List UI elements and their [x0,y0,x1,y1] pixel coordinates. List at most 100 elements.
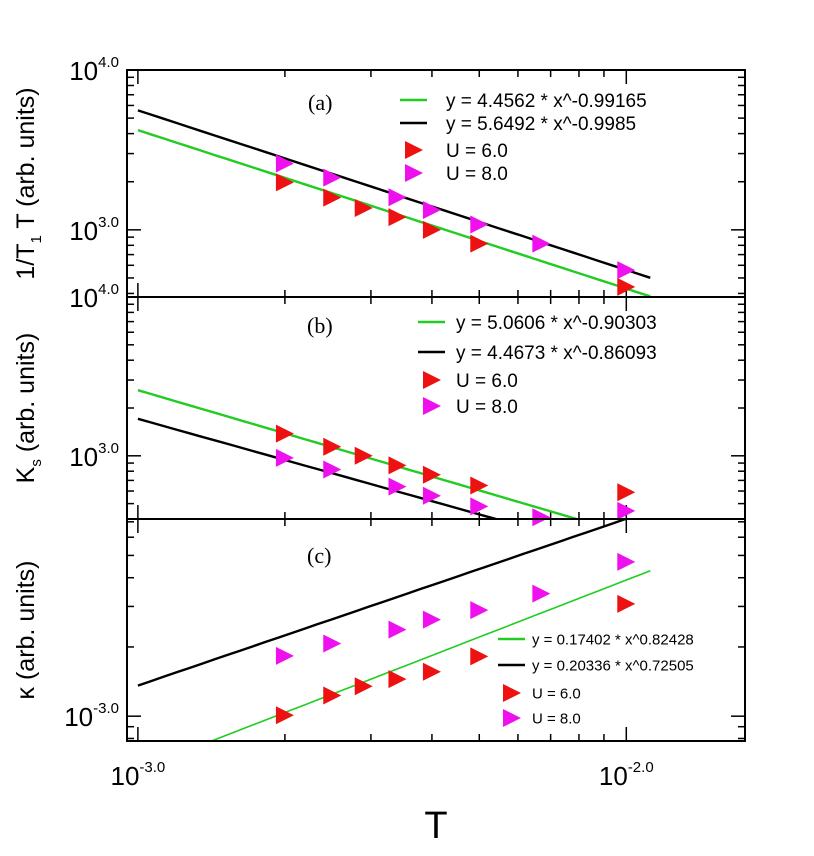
data-point [354,446,373,465]
data-point [388,477,407,496]
legend-marker [423,371,441,389]
data-point [532,234,551,253]
data-point [617,277,636,296]
y-label-tail: (arb. units) [12,561,40,687]
fit-line [209,569,651,741]
legend-label: y = 4.4562 * x^-0.99165 [446,91,647,112]
data-point [532,584,551,603]
data-point [275,706,294,725]
y-label-sub: s [28,459,45,467]
x-tick-label: 10-2.0 [599,759,654,791]
data-point [323,437,342,456]
y-label-tail: (arb. units) [12,333,40,459]
data-point [354,677,373,696]
data-point [422,220,441,239]
plot-area [137,109,651,297]
y-tick-label: 104.0 [69,281,119,313]
data-point [388,208,407,227]
data-point [617,501,636,520]
data-point [275,448,294,467]
x-tick-base: 10 [599,761,628,791]
x-tick-label: 10-3.0 [110,759,165,791]
legend-marker [423,397,441,415]
y-tick-exp: -3.0 [93,700,119,717]
legend-marker [405,164,423,182]
legend-label: y = 0.17402 * x^0.82428 [532,631,694,648]
data-point [323,168,342,187]
y-tick-base: 10 [69,283,98,313]
panel-frame [126,518,746,742]
data-point [470,215,489,234]
y-label-main: κ [12,686,40,699]
y-axis-label: Ks (arb. units) [12,333,45,484]
legend-marker [503,684,521,702]
legend-label: y = 5.6492 * x^-0.9985 [446,114,636,135]
legend-label: U = 8.0 [532,710,581,727]
plot-area [137,519,651,741]
y-tick-base: 10 [69,216,98,246]
data-point [422,465,441,484]
data-point [617,483,636,502]
legend-label: U = 8.0 [456,397,518,418]
y-tick-exp: 4.0 [98,281,119,298]
data-point [388,188,407,207]
legend-label: U = 6.0 [456,371,518,392]
x-tick-base: 10 [110,761,139,791]
data-point [422,662,441,681]
legend-marker [503,709,521,727]
data-point [275,424,294,443]
data-point [388,620,407,639]
x-tick-exp: -2.0 [628,759,654,776]
data-point [470,234,489,253]
data-point [422,201,441,220]
data-point [275,154,294,173]
data-point [470,647,489,666]
y-tick-label: 104.0 [69,54,119,86]
y-tick-label: 103.0 [69,214,119,246]
y-tick-base: 10 [69,442,98,472]
legend-label: U = 6.0 [446,141,508,162]
y-tick-exp: 4.0 [98,54,119,71]
y-tick-base: 10 [64,702,93,732]
y-axis-label: 1/T1 T (arb. units) [12,87,45,279]
data-point [323,634,342,653]
data-point [388,456,407,475]
y-label-sub: 1 [28,235,45,243]
legend-label: y = 0.20336 * x^0.72505 [532,657,694,674]
fit-line [137,519,630,687]
data-point [422,486,441,505]
data-point [422,610,441,629]
y-label-tail: T (arb. units) [12,87,40,235]
data-point [388,670,407,689]
data-point [617,594,636,613]
data-point [532,508,551,527]
legend-label: y = 5.0606 * x^-0.90303 [456,313,657,334]
y-tick-label: 103.0 [69,440,119,472]
data-point [617,552,636,571]
data-point [354,198,373,217]
data-point [275,173,294,192]
y-tick-exp: 3.0 [98,214,119,231]
data-point [617,261,636,280]
x-tick-exp: -3.0 [139,759,165,776]
y-label-main: 1/T [12,243,40,279]
panel-frame [126,69,746,298]
data-point [470,601,489,620]
data-point [323,188,342,207]
legend-marker [405,141,423,159]
y-axis-label: κ (arb. units) [12,561,40,700]
panel-label: (c) [307,543,331,568]
legend-label: U = 6.0 [532,685,581,702]
y-tick-base: 10 [69,56,98,86]
y-label-main: K [12,466,40,483]
y-tick-exp: 3.0 [98,440,119,457]
data-point [470,497,489,516]
data-point [323,460,342,479]
y-tick-label: 10-3.0 [64,700,119,732]
data-point [323,686,342,705]
data-point [470,476,489,495]
legend-label: U = 8.0 [446,164,508,185]
panel-label: (a) [308,90,332,115]
panel-label: (b) [307,313,333,338]
